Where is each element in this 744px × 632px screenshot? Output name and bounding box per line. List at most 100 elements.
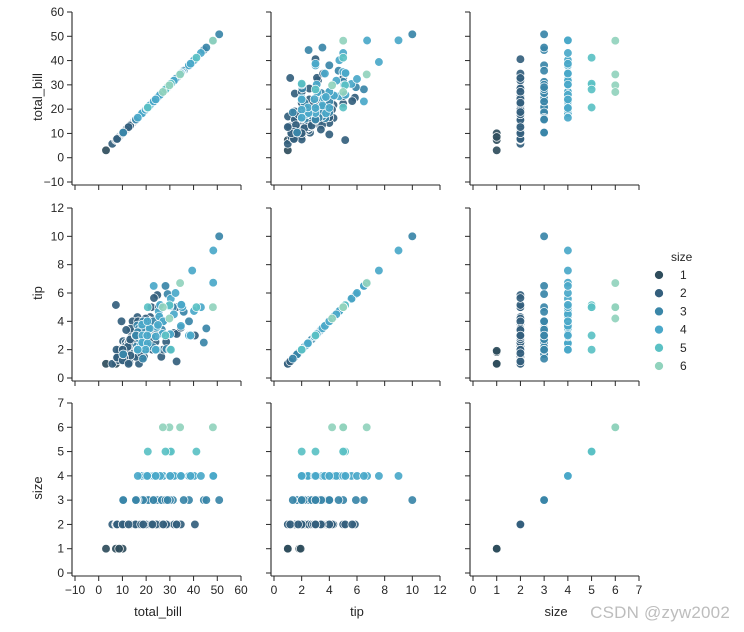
x-tick-label: 4 bbox=[326, 583, 333, 597]
panel-tip-vs-total_bill: 0 2 4 6 8 10 12 bbox=[51, 201, 242, 386]
data-point bbox=[114, 544, 124, 554]
data-point bbox=[151, 345, 161, 355]
data-point bbox=[140, 345, 151, 355]
data-point bbox=[586, 102, 597, 113]
data-point bbox=[185, 330, 196, 341]
y-tick-label: 40 bbox=[51, 54, 65, 68]
data-point bbox=[492, 132, 502, 142]
data-point bbox=[285, 519, 295, 530]
x-tick-label: 0 bbox=[95, 583, 102, 597]
data-point bbox=[320, 68, 330, 79]
x-tick-label: 0 bbox=[470, 583, 477, 597]
data-point bbox=[327, 313, 337, 324]
y-tick-label: 0 bbox=[57, 566, 64, 580]
data-point bbox=[214, 495, 224, 505]
data-point bbox=[123, 359, 134, 369]
panel-size-vs-tip: 0 2 4 6 8 10 12 bbox=[266, 402, 447, 597]
x-tick-label: 30 bbox=[163, 583, 177, 597]
legend-title: size bbox=[671, 250, 693, 264]
data-point bbox=[142, 316, 153, 326]
data-point bbox=[362, 69, 372, 80]
data-point bbox=[310, 59, 321, 69]
data-point bbox=[138, 354, 148, 364]
data-point bbox=[151, 94, 161, 105]
legend-marker-5 bbox=[654, 342, 664, 353]
data-point bbox=[208, 245, 218, 256]
data-point bbox=[176, 300, 186, 310]
legend-marker-1 bbox=[654, 270, 664, 280]
x-tick-label: 3 bbox=[541, 583, 548, 597]
data-point bbox=[310, 330, 321, 341]
y-tick-label: 12 bbox=[51, 201, 65, 215]
data-point bbox=[310, 84, 321, 95]
data-point bbox=[563, 245, 573, 256]
y-tick-label: 0 bbox=[57, 371, 64, 385]
data-point bbox=[283, 544, 293, 554]
x-tick-label: 20 bbox=[139, 583, 153, 597]
legend-label-5: 5 bbox=[680, 341, 687, 355]
data-point bbox=[151, 471, 161, 481]
y-tick-label: 4 bbox=[57, 469, 64, 483]
data-point bbox=[539, 307, 549, 317]
data-point bbox=[610, 302, 620, 312]
data-point bbox=[492, 346, 502, 356]
data-point bbox=[288, 107, 298, 118]
data-point bbox=[539, 316, 549, 326]
data-point bbox=[539, 82, 549, 92]
data-point bbox=[515, 348, 526, 358]
data-point bbox=[374, 471, 384, 481]
data-point bbox=[352, 74, 362, 84]
data-point bbox=[515, 54, 526, 64]
data-point bbox=[539, 281, 549, 291]
data-point bbox=[292, 127, 302, 138]
data-point bbox=[147, 519, 158, 530]
x-axis-label-size: size bbox=[544, 604, 567, 619]
data-point bbox=[610, 87, 620, 97]
data-point bbox=[297, 79, 307, 89]
y-tick-label: 2 bbox=[57, 517, 64, 531]
data-point bbox=[295, 544, 306, 554]
data-point bbox=[610, 36, 620, 46]
data-point bbox=[201, 323, 211, 334]
data-point bbox=[563, 79, 573, 90]
data-point bbox=[148, 495, 159, 505]
legend-marker-4 bbox=[654, 324, 664, 335]
data-point bbox=[123, 122, 134, 132]
data-point bbox=[515, 73, 526, 83]
data-point bbox=[324, 495, 334, 505]
data-point bbox=[407, 495, 417, 505]
y-tick-label: 20 bbox=[51, 102, 65, 116]
data-point bbox=[393, 471, 404, 481]
data-point bbox=[539, 495, 549, 505]
data-point bbox=[191, 446, 202, 457]
x-tick-label: 10 bbox=[116, 583, 130, 597]
y-tick-label: 4 bbox=[57, 314, 64, 328]
data-point bbox=[324, 129, 334, 140]
data-point bbox=[563, 59, 573, 69]
x-tick-label: 7 bbox=[636, 583, 643, 597]
data-point bbox=[171, 519, 182, 530]
data-point bbox=[586, 330, 597, 341]
data-point bbox=[199, 337, 209, 348]
data-point bbox=[539, 96, 549, 107]
data-point bbox=[303, 45, 314, 55]
data-point bbox=[338, 446, 348, 457]
data-point bbox=[539, 42, 549, 53]
x-tick-label: 6 bbox=[354, 583, 361, 597]
data-point bbox=[176, 471, 186, 481]
data-point bbox=[515, 293, 526, 303]
data-point bbox=[133, 471, 143, 481]
x-tick-label: 5 bbox=[588, 583, 595, 597]
data-point bbox=[338, 87, 348, 97]
data-point bbox=[118, 349, 128, 359]
data-point bbox=[563, 35, 573, 45]
data-point bbox=[539, 29, 549, 39]
data-point bbox=[359, 96, 369, 107]
data-point bbox=[324, 471, 334, 481]
data-point bbox=[324, 60, 334, 70]
y-tick-label: 5 bbox=[57, 445, 64, 459]
data-point bbox=[175, 278, 185, 288]
data-point bbox=[393, 35, 404, 45]
data-point bbox=[297, 113, 307, 123]
